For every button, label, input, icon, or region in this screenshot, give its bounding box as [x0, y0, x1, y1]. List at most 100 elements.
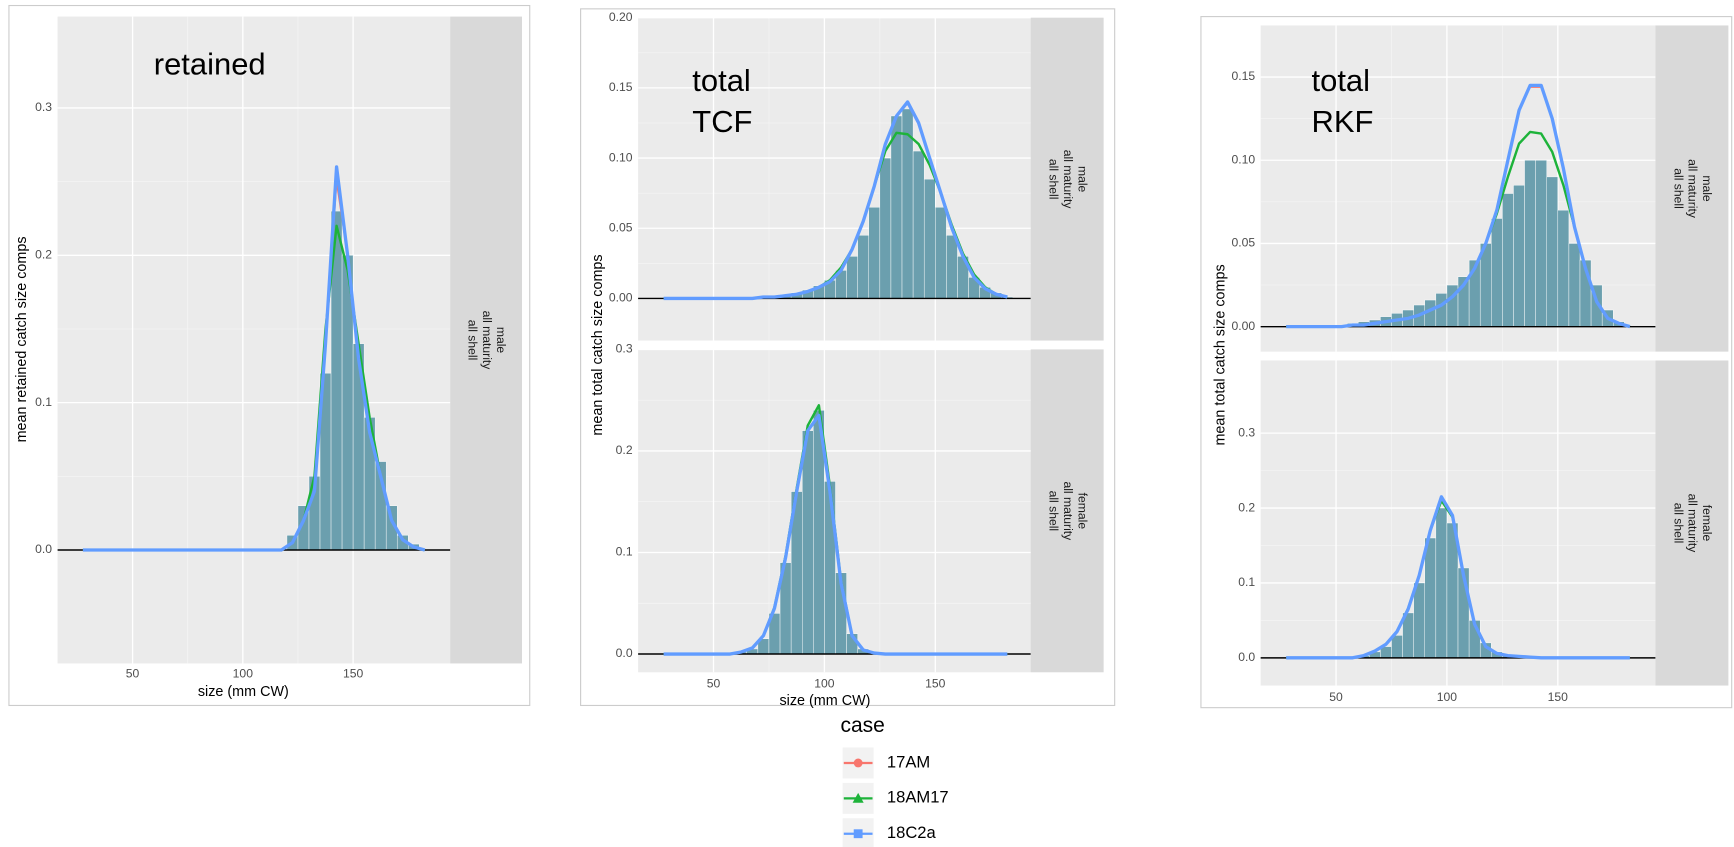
plot-frame — [580, 8, 1116, 707]
legend-marker — [852, 792, 864, 803]
strip-text: male — [494, 327, 508, 354]
y-tick-label: 0.1 — [35, 395, 52, 409]
strip-text: male — [1075, 166, 1089, 193]
bar — [802, 430, 814, 655]
strip-text: all maturity — [1061, 150, 1075, 210]
y-tick-label: 0.00 — [609, 291, 633, 305]
strip-text: all shell — [1047, 159, 1061, 200]
y-tick-label: 0.2 — [616, 443, 633, 457]
series-line — [663, 413, 1008, 656]
legend-label: 18C2a — [887, 823, 937, 842]
bar — [1413, 582, 1425, 659]
y-tick-label: 0.10 — [1231, 152, 1255, 166]
y-tick-label: 0.0 — [1238, 650, 1255, 664]
panel-title: retained — [154, 47, 266, 82]
facet-strip — [1655, 360, 1729, 686]
legend-marker — [853, 829, 863, 839]
strip-text: all maturity — [1686, 159, 1700, 219]
bar — [1435, 507, 1448, 659]
y-tick-label: 0.3 — [35, 100, 52, 114]
plot-frame — [1200, 16, 1733, 709]
bar — [1502, 193, 1514, 327]
bar — [1524, 160, 1536, 327]
y-axis-title: mean total catch size comps — [1213, 264, 1229, 445]
panel-title: total — [692, 63, 751, 98]
y-tick-label: 0.0 — [616, 646, 633, 660]
bar — [923, 178, 936, 299]
y-tick-label: 0.00 — [1231, 319, 1255, 333]
y-tick-label: 0.10 — [609, 150, 633, 164]
strip-text: female — [1700, 505, 1714, 542]
legend-title: case — [840, 714, 884, 737]
y-tick-label: 0.15 — [609, 80, 633, 94]
strip-text: all maturity — [480, 311, 494, 371]
legend-label: 17AM — [887, 752, 930, 771]
x-tick-label: 150 — [343, 667, 364, 681]
strip-text: all shell — [465, 320, 479, 361]
bar — [1513, 184, 1525, 327]
x-tick-label: 150 — [925, 677, 946, 691]
y-tick-label: 0.20 — [609, 10, 633, 24]
bar — [824, 481, 836, 655]
bar — [1535, 160, 1547, 327]
x-axis-title: size (mm CW) — [780, 693, 871, 709]
y-tick-label: 0.0 — [35, 542, 52, 556]
strip-text: all maturity — [1061, 481, 1075, 541]
panel-title: RKF — [1312, 104, 1374, 139]
series-line — [82, 165, 426, 552]
x-tick-label: 50 — [707, 677, 721, 691]
legend-label: 18AM17 — [887, 788, 949, 807]
strip-text: all shell — [1671, 168, 1685, 209]
strip-text: male — [1700, 175, 1714, 202]
plot-frame — [8, 4, 531, 707]
y-tick-label: 0.15 — [1231, 69, 1255, 83]
bar — [946, 235, 958, 299]
facet-strip — [1655, 25, 1729, 352]
y-tick-label: 0.1 — [616, 545, 633, 559]
strip-text: all maturity — [1686, 494, 1700, 554]
x-tick-label: 100 — [233, 667, 254, 681]
y-tick-label: 0.3 — [1238, 425, 1255, 439]
facet-strip — [1030, 349, 1104, 673]
y-tick-label: 0.1 — [1238, 575, 1255, 589]
bar — [1391, 635, 1403, 659]
x-tick-label: 150 — [1548, 690, 1569, 704]
bar — [890, 115, 903, 299]
x-tick-label: 100 — [1437, 690, 1458, 704]
bar — [935, 206, 947, 299]
x-tick-label: 50 — [1329, 690, 1343, 704]
series-line — [1286, 495, 1630, 660]
bar — [868, 206, 881, 299]
panel-title: TCF — [692, 104, 752, 139]
y-tick-label: 0.05 — [609, 220, 633, 234]
x-axis-title: size (mm CW) — [198, 684, 289, 700]
facet-strip — [1030, 17, 1104, 341]
bar — [1557, 209, 1570, 327]
bar — [879, 157, 892, 299]
bar — [912, 150, 925, 299]
legend-marker — [853, 758, 863, 768]
bar — [857, 235, 869, 299]
y-axis-title: mean total catch size comps — [590, 254, 606, 435]
facet-strip — [450, 16, 523, 664]
y-tick-label: 0.2 — [35, 248, 52, 262]
series-line — [663, 100, 1008, 301]
bar — [1546, 176, 1559, 327]
series-line — [1286, 83, 1631, 329]
bar — [846, 256, 858, 299]
bar — [1491, 218, 1503, 327]
strip-text: all shell — [1047, 491, 1061, 532]
x-tick-label: 50 — [126, 667, 140, 681]
x-tick-label: 100 — [814, 677, 835, 691]
strip-text: all shell — [1671, 503, 1685, 544]
strip-text: female — [1075, 493, 1089, 530]
bar — [1424, 537, 1437, 659]
bar — [1435, 293, 1448, 327]
panel-title: total — [1312, 63, 1371, 98]
y-axis-title: mean retained catch size comps — [14, 237, 30, 443]
